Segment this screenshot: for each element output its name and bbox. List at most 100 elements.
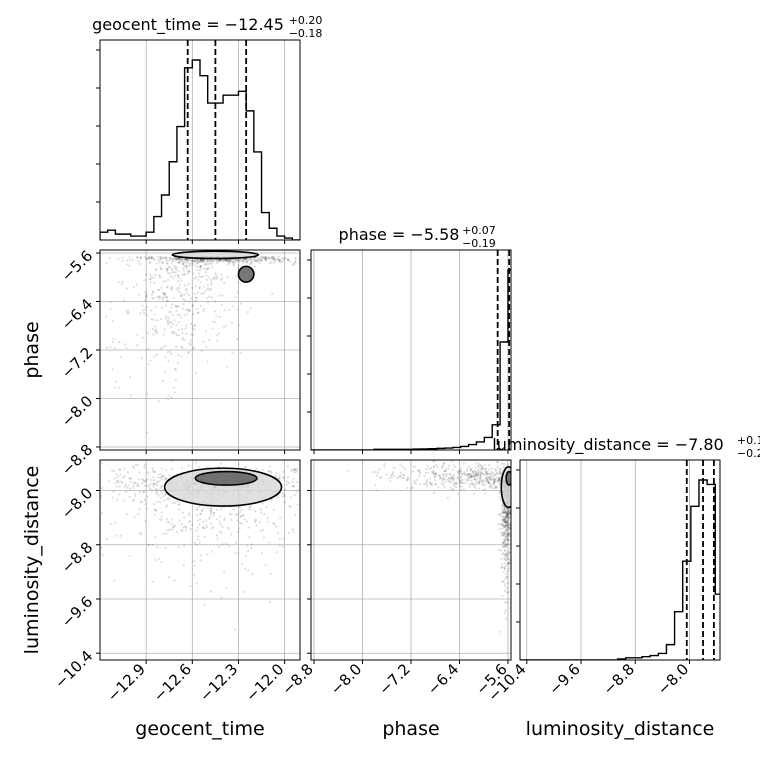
sample-point — [156, 491, 159, 494]
sample-point — [191, 327, 194, 330]
sample-point — [219, 278, 223, 282]
sample-point — [174, 274, 177, 277]
sample-point — [142, 491, 145, 494]
panel-content — [105, 250, 300, 434]
sample-point — [305, 479, 307, 481]
sample-point — [237, 281, 240, 284]
sample-point — [225, 258, 228, 262]
sample-point — [463, 471, 466, 474]
sample-point — [448, 477, 451, 480]
sample-point — [440, 466, 444, 470]
sample-point — [168, 528, 171, 531]
sample-point — [254, 259, 257, 262]
sample-point — [458, 471, 461, 474]
sample-point — [152, 318, 155, 322]
sample-point — [188, 521, 191, 524]
sample-point — [216, 261, 219, 264]
sample-point — [273, 256, 276, 259]
sample-point — [247, 526, 251, 529]
sample-point — [343, 481, 345, 483]
sample-point — [413, 465, 417, 468]
sample-point — [194, 264, 197, 267]
sample-point — [210, 527, 213, 530]
sample-point — [467, 474, 470, 477]
sample-point — [200, 275, 203, 278]
sample-point — [474, 470, 477, 473]
sample-point — [147, 543, 150, 546]
sample-point — [191, 286, 194, 289]
sample-point — [459, 478, 462, 482]
sample-point — [159, 257, 162, 260]
y-tick-label: −6.4 — [58, 295, 96, 333]
sample-point — [198, 541, 201, 544]
sample-point — [145, 484, 148, 487]
sample-point — [461, 473, 464, 476]
sample-point — [188, 262, 191, 265]
sample-point — [149, 273, 152, 276]
sample-point — [293, 493, 296, 497]
sample-point — [183, 284, 187, 287]
sample-point — [163, 292, 166, 295]
sample-point — [205, 330, 208, 333]
sample-point — [477, 473, 480, 476]
sample-point — [507, 521, 510, 524]
sample-point — [489, 473, 493, 476]
sample-point — [389, 479, 392, 483]
sample-point — [113, 469, 116, 472]
sample-point — [205, 262, 208, 266]
sample-point — [189, 339, 192, 342]
sample-point — [471, 470, 475, 473]
sample-point — [502, 504, 505, 507]
sample-point — [499, 476, 502, 479]
sample-point — [508, 531, 511, 535]
sample-point — [493, 478, 497, 481]
sample-point — [417, 469, 421, 472]
sample-point — [418, 483, 422, 486]
sample-point — [475, 462, 478, 465]
sample-point — [263, 257, 267, 260]
sample-point — [266, 520, 269, 523]
sample-point — [168, 266, 171, 269]
sample-point — [293, 468, 297, 471]
sample-point — [293, 468, 296, 472]
sample-point — [163, 328, 167, 331]
sample-point — [483, 480, 486, 483]
sample-point — [507, 528, 510, 532]
sample-point — [499, 469, 502, 473]
sample-point — [144, 520, 147, 523]
sample-point — [153, 325, 157, 328]
sample-point — [500, 566, 503, 569]
sample-point — [499, 467, 502, 471]
sample-point — [177, 305, 180, 308]
sample-point — [139, 312, 142, 315]
sample-point — [170, 267, 173, 271]
sample-point — [248, 505, 251, 509]
sample-point — [504, 524, 507, 527]
sample-point — [490, 478, 493, 481]
sample-point — [185, 291, 189, 294]
sample-point — [255, 467, 258, 470]
sample-point — [157, 476, 160, 479]
sample-point — [478, 481, 481, 485]
sample-point — [275, 472, 278, 475]
sample-point — [466, 473, 469, 476]
sample-point — [484, 463, 487, 466]
sample-point — [223, 517, 226, 520]
sample-point — [261, 468, 264, 472]
sample-point — [193, 259, 196, 262]
panel-frame — [99, 39, 301, 241]
sample-point — [199, 264, 202, 268]
sample-point — [508, 532, 511, 535]
y-tick-label: −5.6 — [58, 247, 96, 285]
sample-point — [495, 472, 498, 476]
sample-point — [473, 472, 477, 475]
sample-point — [166, 268, 169, 271]
sample-point — [447, 477, 451, 480]
sample-point — [267, 257, 270, 260]
sample-point — [166, 285, 169, 288]
sample-point — [192, 312, 195, 316]
sample-point — [203, 263, 206, 266]
sample-point — [153, 281, 156, 285]
sample-point — [513, 544, 515, 546]
sample-point — [209, 512, 212, 516]
